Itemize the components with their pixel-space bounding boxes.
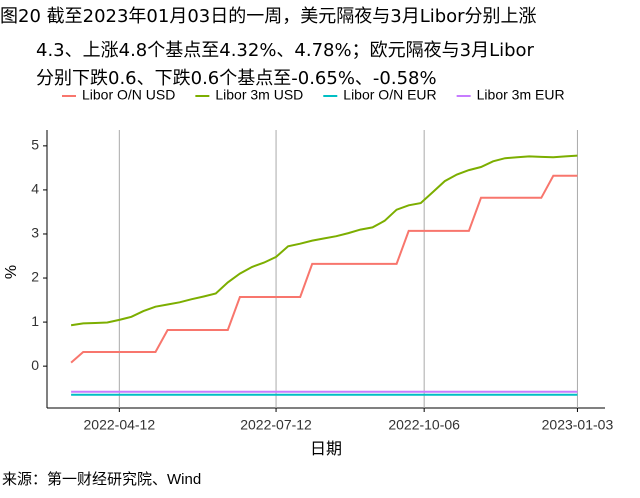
title-line: 图20 截至2023年01月03日的一周，美元隔夜与3月Libor分别上涨	[0, 6, 537, 27]
y-tick-label: 2	[31, 269, 39, 285]
y-tick-label: 3	[31, 225, 39, 241]
x-tick-label: 2022-04-12	[84, 417, 156, 433]
source: 来源：第一财经研究院、Wind	[2, 470, 201, 488]
legend-label: Libor O/N EUR	[343, 87, 436, 103]
y-axis-label: %	[3, 265, 20, 279]
legend-label: Libor O/N USD	[82, 87, 175, 103]
title-line: 分别下跌0.6、下跌0.6个基点至-0.65%、-0.58%	[36, 68, 437, 89]
legend-label: Libor 3m EUR	[477, 87, 565, 103]
legend-label: Libor 3m USD	[215, 87, 303, 103]
title-line: 4.3、上涨4.8个基点至4.32%、4.78%；欧元隔夜与3月Libor	[36, 40, 534, 61]
y-tick-label: 0	[31, 357, 39, 373]
series-line	[70, 174, 578, 364]
y-tick-label: 4	[31, 181, 39, 197]
x-tick-label: 2023-01-03	[542, 417, 614, 433]
y-tick-label: 5	[31, 137, 39, 153]
x-tick-label: 2022-10-06	[388, 417, 460, 433]
series-line	[70, 154, 578, 327]
y-tick-label: 1	[31, 313, 39, 329]
x-axis-label: 日期	[310, 440, 342, 458]
x-tick-label: 2022-07-12	[240, 417, 312, 433]
